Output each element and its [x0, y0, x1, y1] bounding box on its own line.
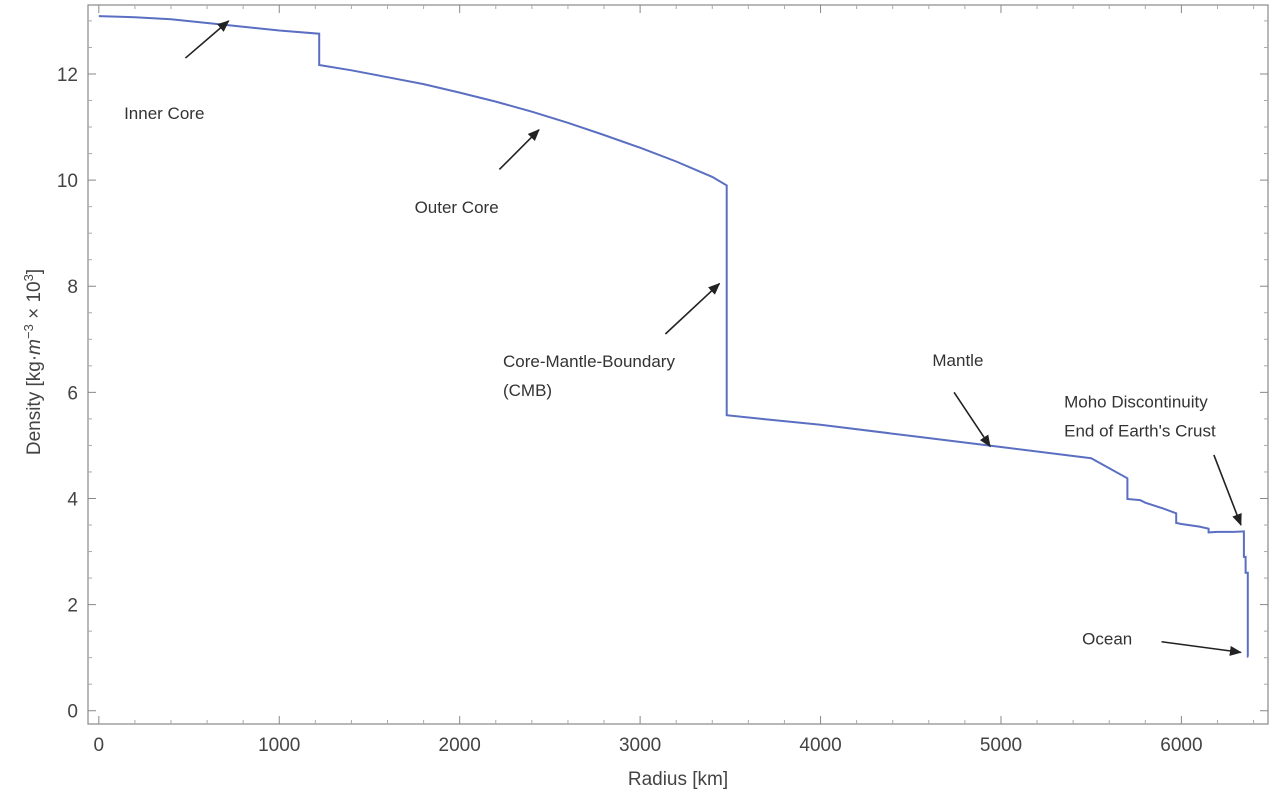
y-tick-label: 6 [67, 383, 78, 404]
annotation-label: Inner Core [124, 104, 204, 123]
annotation-arrow [1161, 640, 1242, 656]
x-axis: 0 1000 2000 3000 4000 5000 6000 [94, 5, 1255, 756]
x-tick-label: 6000 [1160, 735, 1202, 756]
x-axis-label: Radius [km] [628, 769, 728, 790]
annotation-label: Mantle [932, 351, 983, 370]
annotation-label: Outer Core [415, 198, 499, 217]
y-tick-label: 8 [67, 277, 78, 298]
annotation: Inner Core [124, 20, 230, 123]
annotation-arrow [664, 282, 721, 335]
y-axis: 0 2 4 6 8 10 12 [57, 20, 1268, 723]
annotation: Core-Mantle-Boundary (CMB) [503, 282, 721, 400]
annotation-arrow [953, 391, 991, 448]
x-tick-label: 2000 [439, 735, 481, 756]
annotation-arrow [1213, 454, 1242, 526]
density-line [98, 15, 1249, 658]
annotation-label: Moho Discontinuity [1064, 393, 1208, 412]
annotation: Outer Core [415, 128, 540, 217]
annotation-label: Core-Mantle-Boundary [503, 352, 675, 371]
annotation-arrow [184, 20, 230, 59]
annotation-label: End of Earth's Crust [1064, 422, 1216, 441]
y-tick-label: 0 [67, 702, 78, 723]
x-tick-label: 3000 [619, 735, 661, 756]
annotation: Mantle [932, 351, 991, 448]
annotation: Moho Discontinuity End of Earth's Crust [1064, 393, 1242, 526]
annotation: Ocean [1082, 629, 1242, 656]
x-tick-label: 5000 [980, 735, 1022, 756]
x-tick-label: 1000 [258, 735, 300, 756]
x-tick-label: 0 [94, 735, 105, 756]
y-tick-label: 4 [67, 489, 78, 510]
y-axis-label: Density [kg·m−3 × 103] [21, 269, 45, 455]
y-tick-label: 10 [57, 171, 78, 192]
x-tick-label: 4000 [799, 735, 841, 756]
y-tick-label: 2 [67, 596, 78, 617]
y-tick-label: 12 [57, 65, 78, 86]
annotations: Inner Core Outer Core Core-Mantle-Boundary… [124, 20, 1242, 656]
plot-frame [87, 4, 1269, 725]
annotation-label: (CMB) [503, 381, 552, 400]
annotation-label: Ocean [1082, 629, 1132, 648]
annotation-arrow [498, 128, 540, 171]
